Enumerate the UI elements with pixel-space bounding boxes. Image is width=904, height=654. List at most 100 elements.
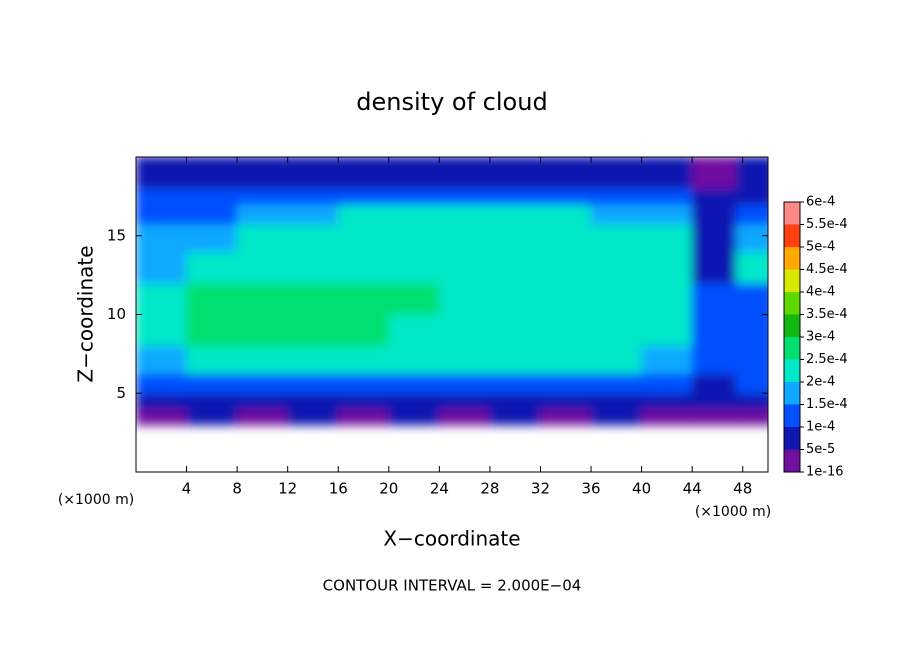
field-cell <box>691 251 737 284</box>
field-cell <box>691 408 737 426</box>
field-cell <box>489 203 541 225</box>
field-cell <box>691 392 737 410</box>
field-cell <box>691 282 737 315</box>
field-cell <box>539 392 592 410</box>
field-cell <box>489 157 541 174</box>
x-tick-label: 4 <box>182 480 192 498</box>
field-cell <box>388 373 440 394</box>
field-cell <box>337 223 390 252</box>
field-cell <box>236 282 289 315</box>
x-tick-label: 24 <box>430 480 449 498</box>
colorbar-label: 5e-5 <box>806 442 835 457</box>
field-cell <box>590 251 643 284</box>
field-cell <box>590 223 643 252</box>
field-cell <box>337 188 390 205</box>
field-cell <box>539 373 592 394</box>
field-cell <box>136 157 188 174</box>
field-cell <box>388 223 440 252</box>
field-cell <box>691 172 737 189</box>
field-cell <box>186 172 238 189</box>
field-cell <box>735 203 768 225</box>
field-cell <box>388 314 440 347</box>
chart-title: density of cloud <box>356 88 547 116</box>
x-tick-label: 48 <box>733 480 752 498</box>
field-cell <box>489 172 541 189</box>
x-tick-label: 16 <box>329 480 348 498</box>
x-tick-label: 44 <box>683 480 702 498</box>
colorbar-label: 1e-16 <box>806 465 844 480</box>
field-cell <box>287 282 339 315</box>
colorbar-swatch <box>784 404 800 427</box>
field-cell <box>236 314 289 347</box>
field-cell <box>136 408 188 426</box>
field-cell <box>735 188 768 205</box>
colorbar-swatch <box>784 202 800 225</box>
field-cell <box>236 172 289 189</box>
colorbar-swatch <box>784 269 800 292</box>
field-cell <box>539 408 592 426</box>
field-cell <box>489 392 541 410</box>
field-cell <box>539 345 592 375</box>
field-cell <box>236 392 289 410</box>
field-cell <box>136 314 188 347</box>
field-cell <box>236 188 289 205</box>
x-tick-label: 12 <box>278 480 297 498</box>
field-cell <box>641 251 693 284</box>
field-cell <box>186 251 238 284</box>
colorbar-label: 4e-4 <box>806 285 835 300</box>
x-unit-label: (×1000 m) <box>695 504 771 520</box>
field-cell <box>186 392 238 410</box>
x-tick-label: 40 <box>632 480 651 498</box>
colorbar-label: 1e-4 <box>806 420 835 435</box>
colorbar: 1e-16 5e-5 1e-4 1.5e-4 2e-4 2.5e-4 3e-4 3.5e-4 4… <box>783 195 848 480</box>
field-cell <box>641 392 693 410</box>
field-cell <box>388 392 440 410</box>
field-cell <box>489 314 541 347</box>
field-cell <box>186 157 238 174</box>
field-cell <box>236 251 289 284</box>
field-cell <box>236 345 289 375</box>
field-cell <box>236 223 289 252</box>
colorbar-swatch <box>784 427 800 450</box>
colorbar-swatch <box>784 314 800 337</box>
field-cell <box>287 172 339 189</box>
field-cell <box>735 345 768 375</box>
field-cell <box>539 157 592 174</box>
field-cell <box>539 314 592 347</box>
field-cell <box>438 408 491 426</box>
field-cell <box>388 282 440 315</box>
field-cell <box>489 408 541 426</box>
field-cell <box>337 251 390 284</box>
field-cell <box>539 188 592 205</box>
field-cell <box>186 345 238 375</box>
field-cell <box>489 223 541 252</box>
field-cell <box>136 373 188 394</box>
field-cell <box>641 172 693 189</box>
field-cell <box>641 203 693 225</box>
field-cell <box>735 282 768 315</box>
field-cell <box>539 172 592 189</box>
field-cell <box>539 223 592 252</box>
y-tick-label: 10 <box>107 305 126 323</box>
field-cell <box>287 188 339 205</box>
y-unit-label: (×1000 m) <box>58 492 134 508</box>
field-cell <box>287 392 339 410</box>
field-cell <box>590 314 643 347</box>
field-cell <box>641 314 693 347</box>
field-cell <box>236 157 289 174</box>
field-cell <box>539 282 592 315</box>
field-cell <box>337 373 390 394</box>
field-cell <box>136 251 188 284</box>
field-cell <box>136 392 188 410</box>
colorbar-label: 6e-4 <box>806 195 835 210</box>
field-cell <box>590 408 643 426</box>
x-tick-label: 36 <box>581 480 600 498</box>
colorbar-label: 5.5e-4 <box>806 217 848 232</box>
field-cell <box>590 345 643 375</box>
cells <box>136 157 768 426</box>
field-cell <box>735 172 768 189</box>
field-cell <box>186 223 238 252</box>
field-cell <box>641 345 693 375</box>
field-cell <box>136 345 188 375</box>
